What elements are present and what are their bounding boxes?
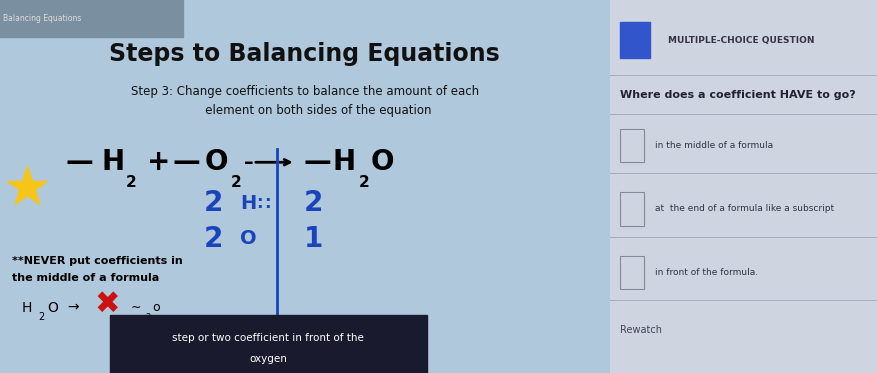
Text: o: o — [153, 301, 160, 314]
Text: at  the end of a formula like a subscript: at the end of a formula like a subscript — [655, 204, 834, 213]
Text: O: O — [371, 148, 395, 176]
Text: Where does a coefficient HAVE to go?: Where does a coefficient HAVE to go? — [620, 90, 856, 100]
Text: O: O — [47, 301, 59, 315]
Text: H: H — [101, 148, 125, 176]
Text: element on both sides of the equation: element on both sides of the equation — [179, 104, 431, 116]
Text: —: — — [172, 148, 200, 176]
Text: Balancing Equations: Balancing Equations — [3, 14, 82, 23]
Text: 2: 2 — [38, 312, 44, 322]
Text: —: — — [66, 148, 93, 176]
Text: –: – — [244, 153, 253, 172]
Text: O: O — [204, 148, 228, 176]
Text: 2: 2 — [203, 189, 223, 217]
Text: +: + — [146, 148, 170, 176]
Text: →: → — [67, 301, 79, 315]
Text: **NEVER put coefficients in: **NEVER put coefficients in — [12, 256, 183, 266]
Text: in front of the formula.: in front of the formula. — [655, 268, 758, 277]
Text: Step 3: Change coefficients to balance the amount of each: Step 3: Change coefficients to balance t… — [131, 85, 479, 98]
Bar — [620, 192, 645, 226]
Bar — [620, 256, 645, 289]
Bar — [110, 315, 427, 373]
Text: step or two coefficient in front of the: step or two coefficient in front of the — [172, 333, 364, 342]
Text: 2: 2 — [125, 175, 137, 190]
Text: 2: 2 — [304, 189, 324, 217]
Text: H: H — [332, 148, 356, 176]
Bar — [620, 129, 645, 162]
Text: 1: 1 — [304, 225, 324, 253]
Text: ✖: ✖ — [94, 289, 119, 319]
Text: 2: 2 — [231, 175, 241, 190]
Text: Steps to Balancing Equations: Steps to Balancing Equations — [110, 42, 500, 66]
Text: in the middle of a formula: in the middle of a formula — [655, 141, 774, 150]
Text: :: : — [256, 194, 262, 212]
Bar — [620, 22, 650, 58]
Text: oxygen: oxygen — [249, 354, 287, 364]
Text: 2: 2 — [359, 175, 369, 190]
Text: H: H — [21, 301, 32, 315]
Text: O: O — [240, 229, 257, 248]
Text: the middle of a formula: the middle of a formula — [12, 273, 160, 283]
Text: H: H — [240, 194, 257, 213]
Text: :: : — [264, 194, 270, 212]
Text: Rewatch: Rewatch — [620, 325, 662, 335]
Bar — [0, 0, 183, 37]
Text: MULTIPLE-CHOICE QUESTION: MULTIPLE-CHOICE QUESTION — [668, 36, 815, 45]
Text: 2: 2 — [145, 313, 150, 322]
Text: ∼: ∼ — [131, 301, 141, 314]
Text: 2: 2 — [203, 225, 223, 253]
Text: —: — — [303, 148, 331, 176]
